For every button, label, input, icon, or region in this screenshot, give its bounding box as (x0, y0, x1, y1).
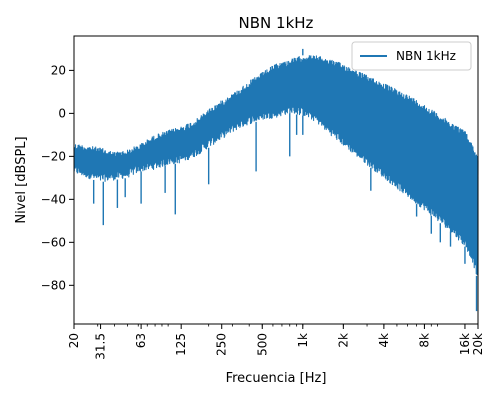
x-tick-label: 20 (67, 333, 81, 348)
y-tick-label: 0 (58, 106, 66, 120)
x-tick-label: 500 (255, 333, 269, 356)
y-tick-label: −40 (41, 192, 66, 206)
x-tick-label: 4k (377, 333, 391, 348)
y-axis: 20 0 −20 −40 −60 −80 (41, 63, 74, 292)
x-tick-label: 250 (215, 333, 229, 356)
y-tick-label: −60 (41, 235, 66, 249)
y-tick-label: 20 (51, 63, 66, 77)
x-tick-label: 2k (336, 333, 350, 348)
x-tick-label: 16k (458, 333, 472, 355)
x-tick-label: 31.5 (94, 333, 108, 360)
x-axis: 20 31.5 63 125 250 500 1k 2k 4k 8k 16k 20k (67, 324, 485, 360)
x-axis-label: Frecuencia [Hz] (226, 371, 327, 386)
y-axis-label: Nivel [dBSPL] (14, 136, 29, 223)
x-tick-label: 63 (134, 333, 148, 348)
x-tick-label: 1k (296, 333, 310, 348)
legend: NBN 1kHz (352, 42, 471, 70)
y-tick-label: −20 (41, 149, 66, 163)
legend-label: NBN 1kHz (396, 49, 456, 63)
chart-title: NBN 1kHz (239, 14, 314, 32)
x-tick-label: 125 (174, 333, 188, 356)
x-tick-label: 20k (471, 333, 485, 355)
y-tick-label: −80 (41, 278, 66, 292)
x-tick-label: 8k (417, 333, 431, 348)
